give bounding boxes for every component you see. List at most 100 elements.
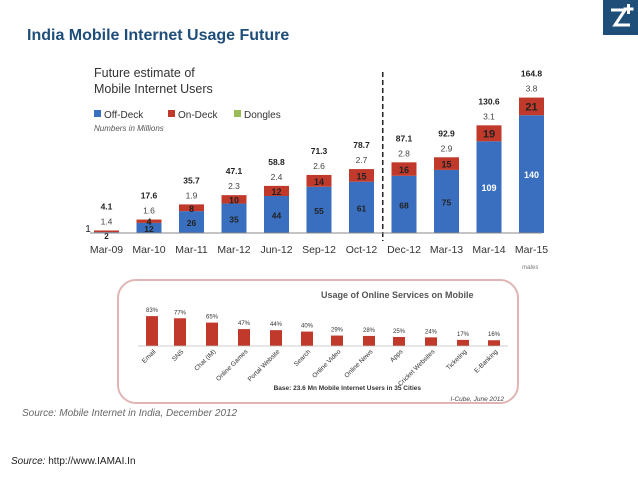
- label-dongles: 1.9: [186, 190, 198, 200]
- service-value-label: 47%: [238, 321, 251, 327]
- service-bar: [393, 337, 405, 346]
- legend-label-off-deck: Off-Deck: [104, 110, 144, 121]
- x-tick-label: Jun-12: [260, 244, 292, 256]
- source-footer: Source: http://www.IAMAI.In: [11, 456, 136, 467]
- bar-on-deck: [391, 162, 417, 176]
- label-total: 4.1: [101, 201, 113, 211]
- label-off-deck: 35: [229, 214, 239, 224]
- growth-chart-subtitle: Numbers in Millions: [94, 124, 164, 133]
- service-value-label: 17%: [457, 332, 470, 338]
- bar-on-deck: [136, 219, 162, 223]
- service-bar: [331, 335, 343, 346]
- label-total: 58.8: [268, 157, 285, 167]
- growth-chart-unit-note: mates: [522, 265, 538, 271]
- service-bar: [488, 340, 500, 346]
- label-on-deck: 8: [189, 204, 194, 214]
- legend-swatch-on-deck: [168, 110, 175, 117]
- service-value-label: 44%: [270, 322, 283, 328]
- bar-on-deck: [179, 204, 204, 212]
- label-on-deck: 16: [399, 165, 409, 175]
- label-dongles: 1.6: [143, 206, 155, 216]
- label-off-deck: 109: [481, 183, 496, 193]
- label-dongles: 2.4: [271, 172, 283, 182]
- label-total: 130.6: [478, 96, 500, 106]
- label-off-deck: 1: [85, 224, 91, 235]
- x-tick-label: Mar-13: [430, 244, 463, 256]
- label-on-deck: 19: [483, 128, 495, 140]
- label-on-deck: 12: [271, 187, 281, 197]
- label-on-deck: 4: [146, 217, 151, 227]
- service-value-label: 65%: [206, 315, 219, 321]
- services-chart: Usage of Online Services on Mobile 83%Em…: [117, 279, 519, 404]
- label-off-deck: 55: [314, 206, 324, 216]
- bar-off-deck: [306, 186, 332, 233]
- label-total: 35.7: [183, 175, 200, 185]
- x-tick-label: Mar-10: [132, 244, 165, 256]
- label-total: 17.6: [141, 191, 158, 201]
- service-bar: [238, 329, 250, 346]
- bar-off-deck: [221, 203, 247, 233]
- label-on-deck: 14: [314, 177, 324, 187]
- label-off-deck: 140: [524, 170, 539, 180]
- x-tick-label: Mar-12: [217, 244, 250, 256]
- service-value-label: 40%: [301, 324, 314, 330]
- x-tick-label: Sep-12: [302, 244, 336, 256]
- x-tick-label: Mar-11: [175, 244, 208, 256]
- bar-off-deck: [391, 175, 417, 233]
- services-chart-frame: [117, 279, 519, 404]
- bar-on-deck: [476, 125, 502, 142]
- label-dongles: 3.8: [526, 84, 538, 94]
- service-value-label: 16%: [488, 332, 501, 338]
- service-value-label: 25%: [393, 329, 406, 335]
- bar-off-deck: [264, 195, 289, 233]
- service-bar: [457, 339, 469, 346]
- bar-off-deck: [349, 181, 374, 233]
- bar-on-deck: [349, 169, 374, 182]
- bar-off-deck: [136, 222, 162, 233]
- service-bar: [146, 316, 158, 346]
- service-value-label: 83%: [146, 308, 159, 314]
- label-off-deck: 44: [272, 210, 282, 220]
- growth-chart: Future estimate of Off-Deck On-Deck Dongle…: [85, 66, 548, 271]
- label-off-deck: 61: [357, 203, 367, 213]
- chart-source-note: Source: Mobile Internet in India, Decemb…: [22, 408, 238, 419]
- services-chart-base-note: Base: 23.6 Mn Mobile Internet Users in 3…: [274, 385, 422, 392]
- label-dongles: 2.7: [356, 155, 368, 165]
- label-on-deck: 2: [104, 232, 109, 241]
- label-off-deck: 26: [187, 218, 197, 228]
- service-value-label: 24%: [425, 329, 438, 335]
- source-link[interactable]: http://www.IAMAI.In: [48, 456, 136, 467]
- label-total: 78.7: [353, 140, 370, 150]
- label-on-deck: 10: [229, 195, 239, 205]
- legend-label-on-deck: On-Deck: [178, 110, 218, 121]
- legend-swatch-off-deck: [94, 110, 101, 117]
- x-tick-label: Mar-15: [515, 244, 548, 256]
- legend-label-dongles: Dongles: [244, 110, 281, 121]
- growth-chart-title-line2: Mobile Internet Users: [94, 82, 213, 96]
- bar-off-deck: [476, 141, 502, 233]
- label-on-deck: 15: [441, 160, 451, 170]
- service-bar: [301, 331, 313, 346]
- service-bar: [174, 318, 186, 346]
- x-tick-label: Mar-14: [472, 244, 505, 256]
- label-off-deck: 75: [442, 197, 452, 207]
- services-chart-source: I-Cube, June 2012: [451, 396, 505, 403]
- source-label: Source:: [11, 456, 46, 467]
- growth-chart-title-line1: Future estimate of: [94, 66, 195, 80]
- label-total: 71.3: [311, 146, 328, 156]
- bar-on-deck: [434, 157, 459, 170]
- services-chart-title: Usage of Online Services on Mobile: [321, 290, 474, 300]
- bar-on-deck: [94, 230, 119, 233]
- legend-swatch-dongles: [234, 110, 241, 117]
- label-on-deck: 21: [525, 101, 537, 113]
- service-bar: [363, 335, 375, 346]
- label-dongles: 2.3: [228, 181, 240, 191]
- label-dongles: 3.1: [483, 111, 495, 121]
- service-bar: [425, 337, 437, 346]
- service-bar: [206, 322, 218, 346]
- label-total: 87.1: [396, 133, 413, 143]
- label-dongles: 2.6: [313, 161, 325, 171]
- label-dongles: 2.9: [441, 143, 453, 153]
- growth-chart-legend: Off-Deck On-Deck Dongles: [94, 110, 281, 121]
- bar-off-deck: [519, 115, 544, 233]
